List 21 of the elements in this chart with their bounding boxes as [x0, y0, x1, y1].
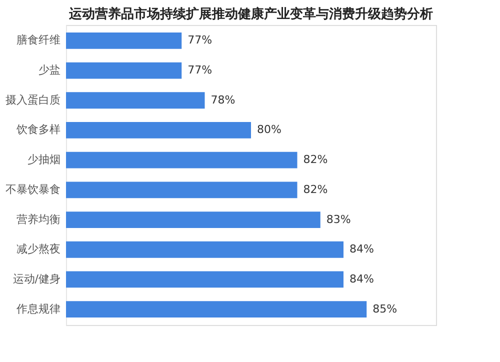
y-tick-label: 少抽烟 [28, 153, 60, 166]
data-label: 82% [303, 153, 328, 166]
data-label: 84% [350, 272, 374, 286]
chart-title: 运动营养品市场持续扩展推动健康产业变革与消费升级趋势分析 [68, 6, 433, 22]
y-tick-label: 不暴饮暴食 [6, 182, 60, 196]
y-tick-label: 膳食纤维 [16, 34, 60, 47]
data-label: 77% [188, 64, 212, 77]
data-label: 84% [350, 242, 374, 256]
y-tick-label: 摄入蛋白质 [6, 93, 60, 106]
y-tick-label: 饮食多样 [16, 123, 60, 136]
data-label: 78% [210, 93, 236, 106]
y-tick-label: 减少熬夜 [16, 242, 60, 256]
y-tick-label: 作息规律 [16, 302, 60, 316]
data-label: 85% [372, 302, 398, 316]
y-tick-label: 运动/健身 [12, 272, 60, 286]
y-tick-label: 少盐 [38, 64, 60, 77]
y-tick-label: 营养均衡 [16, 212, 60, 226]
data-label: 82% [303, 182, 328, 196]
data-label: 83% [326, 212, 351, 226]
data-label: 80% [257, 123, 282, 136]
data-label: 77% [188, 34, 212, 47]
